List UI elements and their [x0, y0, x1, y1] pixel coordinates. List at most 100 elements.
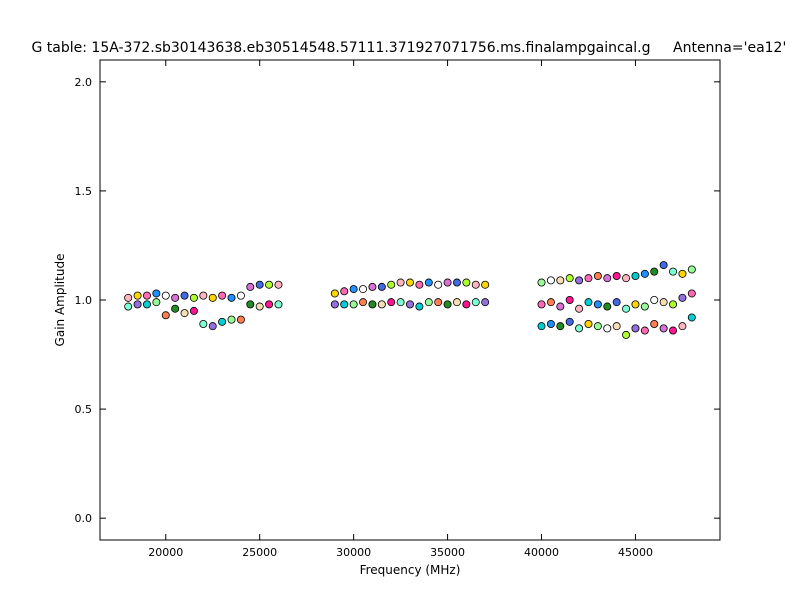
data-point: [593, 322, 602, 331]
data-point: [236, 315, 245, 324]
antenna-annotation: Antenna='ea12': [673, 40, 786, 56]
data-point: [603, 274, 612, 283]
data-point: [640, 326, 649, 335]
x-tick-label: 25000: [242, 546, 277, 559]
data-point: [678, 293, 687, 302]
data-point: [377, 282, 386, 291]
data-point: [659, 298, 668, 307]
data-point: [340, 300, 349, 309]
data-point: [161, 311, 170, 320]
data-point: [340, 287, 349, 296]
y-tick-label: 1.5: [75, 185, 93, 198]
data-point: [274, 280, 283, 289]
data-point: [368, 282, 377, 291]
data-point: [546, 319, 555, 328]
data-point: [133, 291, 142, 300]
data-point: [640, 302, 649, 311]
data-point: [124, 302, 133, 311]
data-point: [180, 291, 189, 300]
data-point: [678, 269, 687, 278]
data-point: [650, 319, 659, 328]
data-point: [161, 291, 170, 300]
data-point: [575, 324, 584, 333]
data-point: [565, 295, 574, 304]
data-point: [452, 278, 461, 287]
data-point: [396, 298, 405, 307]
data-point: [368, 300, 377, 309]
data-point: [142, 300, 151, 309]
data-point: [189, 306, 198, 315]
data-point: [443, 300, 452, 309]
data-point: [593, 300, 602, 309]
data-point: [687, 265, 696, 274]
data-point: [471, 280, 480, 289]
data-point: [387, 280, 396, 289]
data-point: [443, 278, 452, 287]
data-point: [415, 302, 424, 311]
data-point: [349, 285, 358, 294]
data-point: [631, 271, 640, 280]
x-axis-label: Frequency (MHz): [360, 563, 461, 577]
data-point: [546, 276, 555, 285]
data-point: [462, 300, 471, 309]
data-point: [565, 317, 574, 326]
data-point: [424, 278, 433, 287]
data-point: [199, 319, 208, 328]
data-point: [377, 300, 386, 309]
data-point: [415, 280, 424, 289]
data-point: [171, 293, 180, 302]
data-point: [678, 322, 687, 331]
data-point: [687, 289, 696, 298]
plot-area: [124, 261, 696, 339]
y-tick-label: 0.5: [75, 403, 93, 416]
data-point: [189, 293, 198, 302]
data-point: [575, 276, 584, 285]
data-point: [152, 289, 161, 298]
data-point: [612, 298, 621, 307]
data-point: [650, 295, 659, 304]
x-tick-label: 30000: [336, 546, 371, 559]
data-point: [537, 278, 546, 287]
data-point: [265, 300, 274, 309]
data-point: [669, 326, 678, 335]
data-point: [424, 298, 433, 307]
data-point: [133, 300, 142, 309]
data-point: [471, 298, 480, 307]
data-point: [434, 280, 443, 289]
data-point: [556, 302, 565, 311]
data-point: [631, 300, 640, 309]
data-point: [124, 293, 133, 302]
data-point: [575, 304, 584, 313]
data-point: [227, 293, 236, 302]
data-point: [330, 300, 339, 309]
data-point: [396, 278, 405, 287]
data-point: [236, 291, 245, 300]
data-point: [330, 289, 339, 298]
data-point: [434, 298, 443, 307]
data-point: [255, 280, 264, 289]
data-point: [640, 269, 649, 278]
x-tick-label: 40000: [524, 546, 559, 559]
data-point: [208, 293, 217, 302]
data-point: [142, 291, 151, 300]
data-point: [199, 291, 208, 300]
data-point: [481, 280, 490, 289]
data-point: [687, 313, 696, 322]
data-point: [631, 324, 640, 333]
data-point: [246, 300, 255, 309]
data-point: [603, 302, 612, 311]
data-point: [565, 274, 574, 283]
data-point: [405, 278, 414, 287]
data-point: [593, 271, 602, 280]
data-point: [556, 276, 565, 285]
data-point: [274, 300, 283, 309]
data-point: [152, 298, 161, 307]
data-point: [584, 274, 593, 283]
data-point: [612, 271, 621, 280]
data-point: [622, 330, 631, 339]
x-tick-label: 35000: [430, 546, 465, 559]
data-point: [171, 304, 180, 313]
y-tick-label: 2.0: [75, 76, 93, 89]
chart-title: G table: 15A-372.sb30143638.eb30514548.5…: [31, 40, 650, 56]
